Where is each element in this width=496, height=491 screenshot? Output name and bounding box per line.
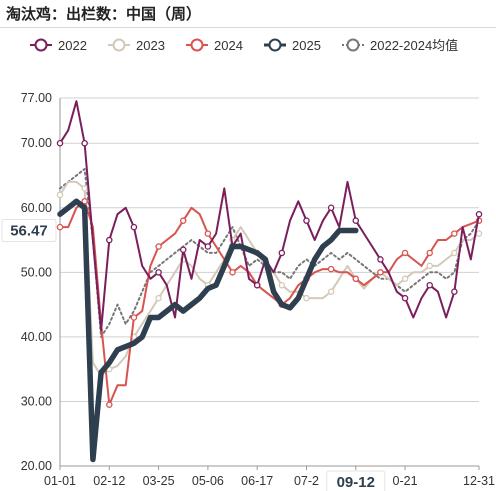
x-tick-label: 01-01 xyxy=(44,474,76,488)
legend-label: 2022 xyxy=(58,38,87,53)
series-point-2023 xyxy=(278,281,286,289)
series-point-2022 xyxy=(475,210,483,218)
legend-item-2022-2024均值[interactable]: 2022-2024均值 xyxy=(342,38,458,53)
series-point-2023 xyxy=(155,294,162,302)
series-point-2022 xyxy=(327,204,335,212)
x-tick-label: 03-25 xyxy=(143,474,175,488)
x-callout-label: 09-12 xyxy=(337,474,375,491)
series-point-2023 xyxy=(56,191,64,199)
series-point-2022 xyxy=(81,139,88,147)
series-point-2022 xyxy=(278,249,286,257)
series-layer xyxy=(56,100,483,463)
series-point-2024 xyxy=(352,275,360,283)
series-point-2024 xyxy=(377,269,384,276)
y-tick-label: 50.00 xyxy=(21,265,52,279)
series-point-2024 xyxy=(204,230,212,237)
x-tick-label: 02-12 xyxy=(93,474,125,488)
series-point-2022 xyxy=(204,243,212,250)
series-point-2023 xyxy=(451,249,458,257)
series-point-2024 xyxy=(56,223,64,231)
series-point-2022 xyxy=(155,269,162,276)
legend-item-2024[interactable]: 2024 xyxy=(186,38,243,53)
legend-label: 2023 xyxy=(136,38,165,53)
series-point-2023 xyxy=(81,185,88,192)
series-point-2022 xyxy=(56,139,64,147)
series-point-2024 xyxy=(327,265,335,273)
y-tick-label: 30.00 xyxy=(21,394,52,408)
legend-marker xyxy=(346,38,360,52)
series-line-2024 xyxy=(59,200,480,406)
legend-marker xyxy=(190,38,204,52)
x-tick-label: 07-2 xyxy=(294,474,319,488)
series-point-2022 xyxy=(451,288,458,295)
legend-marker xyxy=(34,38,48,52)
series-point-2022 xyxy=(377,256,384,263)
series-point-2024 xyxy=(155,243,162,250)
series-line-2025 xyxy=(57,198,359,463)
series-point-2024 xyxy=(426,249,433,257)
legend-item-2022[interactable]: 2022 xyxy=(30,38,87,53)
callouts: 56.47 09-12 xyxy=(1,219,386,491)
x-tick-label: 0-21 xyxy=(393,474,418,488)
series-point-2023 xyxy=(426,262,433,270)
series-point-2023 xyxy=(475,230,483,237)
title-divider xyxy=(0,27,496,28)
y-tick-label: 77.00 xyxy=(21,91,52,105)
y-callout-label: 56.47 xyxy=(10,223,48,240)
legend: 2022 2023 2024 2025 2022-2024均值 xyxy=(30,38,458,53)
legend-label: 2025 xyxy=(292,38,321,53)
legend-label: 2024 xyxy=(214,38,243,53)
legend-marker xyxy=(268,38,282,52)
series-point-2022 xyxy=(130,223,138,231)
y-tick-label: 20.00 xyxy=(21,459,52,473)
series-point-2024 xyxy=(130,314,138,321)
series-point-2022 xyxy=(106,236,113,244)
series-point-2023 xyxy=(327,288,335,295)
y-tick-label: 40.00 xyxy=(21,330,52,344)
series-point-2022 xyxy=(426,281,433,289)
series-point-2024 xyxy=(179,217,187,224)
series-point-2024 xyxy=(81,198,88,205)
series-point-2024 xyxy=(451,230,458,237)
series-point-2023 xyxy=(401,275,409,283)
y-tick-label: 60.00 xyxy=(21,201,52,215)
x-callout-box xyxy=(326,470,386,491)
y-callout-box xyxy=(1,219,57,243)
legend-label: 2022-2024均值 xyxy=(370,38,458,53)
x-tick-label: 05-06 xyxy=(192,474,224,488)
series-point-2022 xyxy=(253,281,261,289)
x-tick-label: 12-31 xyxy=(463,474,495,488)
series-point-2022 xyxy=(179,246,187,253)
x-tick-label: 06-17 xyxy=(241,474,273,488)
series-point-2024 xyxy=(229,269,236,276)
legend-item-2025[interactable]: 2025 xyxy=(264,38,321,53)
series-point-2024 xyxy=(401,249,409,257)
series-point-2023 xyxy=(303,294,310,302)
chart-title: 淘汰鸡：出栏数：中国（周） xyxy=(6,5,202,23)
legend-item-2023[interactable]: 2023 xyxy=(108,38,165,53)
series-point-2022 xyxy=(401,294,409,302)
legend-marker xyxy=(112,38,126,52)
series-point-2022 xyxy=(352,217,360,224)
series-point-2022 xyxy=(303,217,310,224)
series-point-2024 xyxy=(106,401,113,408)
axes: 20.00 30.00 40.00 50.00 60.00 70.00 77.00 01-01… xyxy=(21,91,495,488)
y-tick-label: 70.00 xyxy=(21,136,52,150)
